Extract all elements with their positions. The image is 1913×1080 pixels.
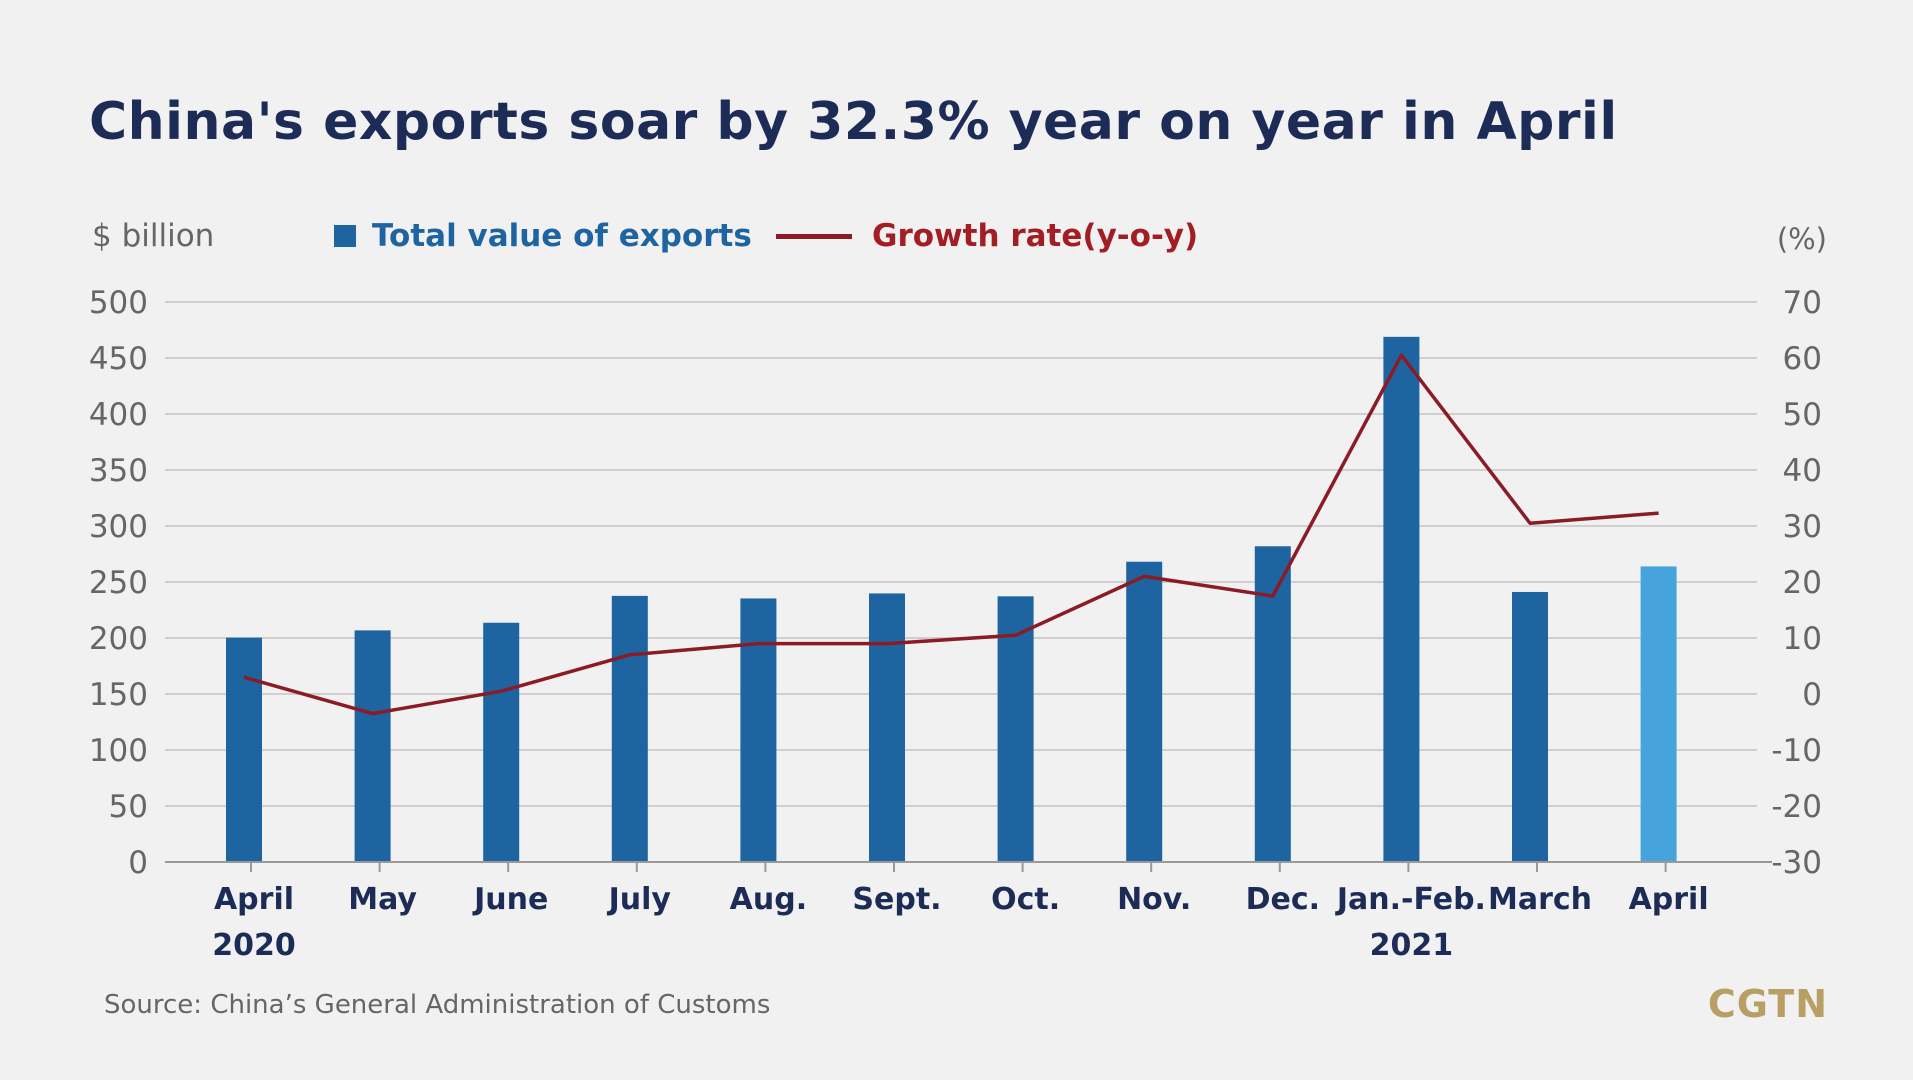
left-tick-label: 450 [89,341,148,377]
chart-title: China's exports soar by 32.3% year on ye… [89,92,1618,152]
x-category-label: March [1488,882,1592,917]
x-category-label: June [472,882,548,917]
axes [165,861,1772,872]
left-axis-unit: $ billion [92,218,215,254]
growth-rate-line [243,353,1659,716]
legend-label-exports: Total value of exports [372,218,752,254]
right-tick-label: 30 [1783,509,1822,545]
left-tick-label: 400 [89,397,148,433]
left-tick-label: 200 [89,621,148,657]
left-tick-label: 50 [109,789,148,825]
right-tick-label: -30 [1771,845,1822,881]
bar [1640,566,1677,862]
bar [1383,336,1420,862]
left-tick-label: 350 [89,453,148,489]
bar [997,596,1034,862]
left-tick-label: 250 [89,565,148,601]
source-note: Source: China’s General Administration o… [104,990,771,1020]
x-category-label: April [214,882,294,917]
left-tick-label: 100 [89,733,148,769]
bar [1254,546,1291,862]
bar [483,622,520,862]
legend-bar-swatch [334,225,356,247]
x-category-label: Oct. [991,882,1060,917]
left-tick-label: 150 [89,677,148,713]
bar [869,593,905,862]
grid-lines [165,301,1757,807]
right-tick-label: 20 [1783,565,1822,601]
growth-line [243,353,1659,716]
x-category-label: April [1629,882,1709,917]
x-year-label: 2021 [1370,928,1454,963]
x-category-label: Jan.-Feb. [1335,882,1486,917]
x-category-label: Nov. [1117,882,1191,917]
legend-item-growth: Growth rate(y-o-y) [776,218,1198,254]
left-tick-label: 300 [89,509,148,545]
bar [1512,591,1548,862]
x-category-label: Dec. [1246,882,1320,917]
legend-line-swatch [776,233,852,239]
legend-label-growth: Growth rate(y-o-y) [872,218,1199,254]
right-axis-unit: (%) [1776,222,1827,256]
bar [740,598,777,862]
bars [226,336,1677,862]
right-tick-label: 60 [1783,341,1822,377]
bar [226,637,262,862]
legend-item-exports: Total value of exports [334,218,752,254]
x-category-label: Aug. [730,882,807,917]
cgtn-logo: CGTN [1707,982,1828,1026]
right-tick-label: -10 [1771,733,1822,769]
x-category-label: July [607,882,672,917]
right-tick-label: -20 [1771,789,1822,825]
right-tick-label: 50 [1783,397,1822,433]
x-year-label: 2020 [212,928,296,963]
right-tick-label: 40 [1783,453,1822,489]
left-tick-label: 500 [89,285,148,321]
left-tick-label: 0 [128,845,148,881]
bar [354,630,391,862]
axis-labels: 0 -30 50 -20 100 -10 150 0 200 10 250 20 300 30 350 40 4… [89,285,1822,963]
x-category-label: May [348,882,417,917]
bar [1126,561,1163,862]
right-tick-label: 70 [1783,285,1822,321]
x-category-label: Sept. [852,882,941,917]
bar [611,595,648,862]
right-tick-label: 10 [1783,621,1822,657]
right-tick-label: 0 [1802,677,1822,713]
